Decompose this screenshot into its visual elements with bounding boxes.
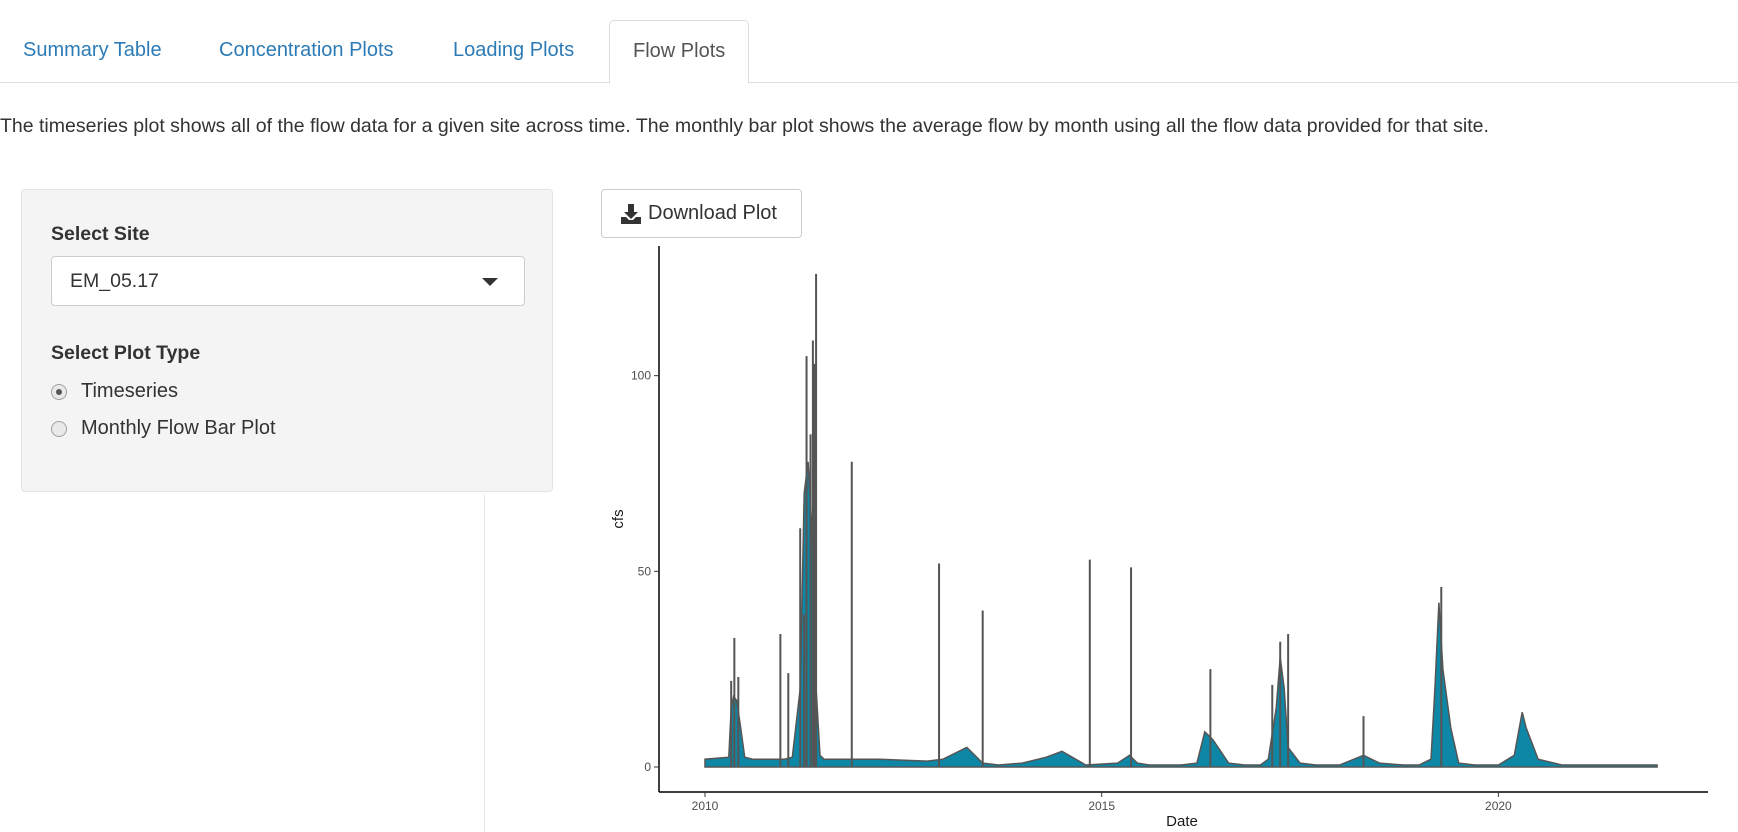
radio-timeseries-label: Timeseries bbox=[81, 380, 179, 402]
download-icon bbox=[621, 204, 641, 224]
tab-loading-plots[interactable]: Loading Plots bbox=[453, 39, 575, 61]
radio-monthly-label: Monthly Flow Bar Plot bbox=[81, 417, 276, 439]
x-axis-title: Date bbox=[1166, 813, 1198, 830]
site-select-value: EM_05.17 bbox=[70, 270, 159, 292]
page-description: The timeseries plot shows all of the flo… bbox=[0, 115, 1489, 137]
tab-summary-table[interactable]: Summary Table bbox=[23, 39, 162, 61]
tab-bar: Summary Table Concentration Plots Loadin… bbox=[0, 0, 1738, 84]
y-tick-label: 50 bbox=[638, 564, 652, 578]
x-tick-label: 2020 bbox=[1485, 799, 1512, 813]
y-tick-label: 0 bbox=[644, 760, 651, 774]
flow-timeseries-chart: 0 50 100 2010 2015 2020 Date cfs bbox=[610, 246, 1708, 830]
chevron-down-icon bbox=[482, 278, 498, 286]
radio-button-unchecked[interactable] bbox=[51, 421, 67, 437]
select-plot-type-label: Select Plot Type bbox=[51, 342, 201, 364]
sidebar-panel: Select Site EM_05.17 Select Plot Type Ti… bbox=[21, 189, 553, 492]
tab-concentration-plots[interactable]: Concentration Plots bbox=[219, 39, 394, 61]
y-tick-label: 100 bbox=[631, 369, 651, 383]
download-plot-label: Download Plot bbox=[648, 202, 777, 224]
download-plot-button[interactable]: Download Plot bbox=[601, 189, 802, 238]
radio-button-checked[interactable] bbox=[51, 384, 67, 400]
x-tick-label: 2015 bbox=[1088, 799, 1115, 813]
y-axis-title: cfs bbox=[610, 509, 627, 528]
x-tick-label: 2010 bbox=[692, 799, 719, 813]
flow-area bbox=[704, 461, 1658, 768]
axis-ticks: 0 50 100 2010 2015 2020 bbox=[631, 369, 1512, 813]
site-select[interactable]: EM_05.17 bbox=[51, 256, 525, 306]
plot-area bbox=[704, 273, 1658, 768]
select-site-label: Select Site bbox=[51, 223, 150, 245]
tab-flow-plots[interactable]: Flow Plots bbox=[609, 20, 750, 84]
divider bbox=[484, 494, 485, 832]
